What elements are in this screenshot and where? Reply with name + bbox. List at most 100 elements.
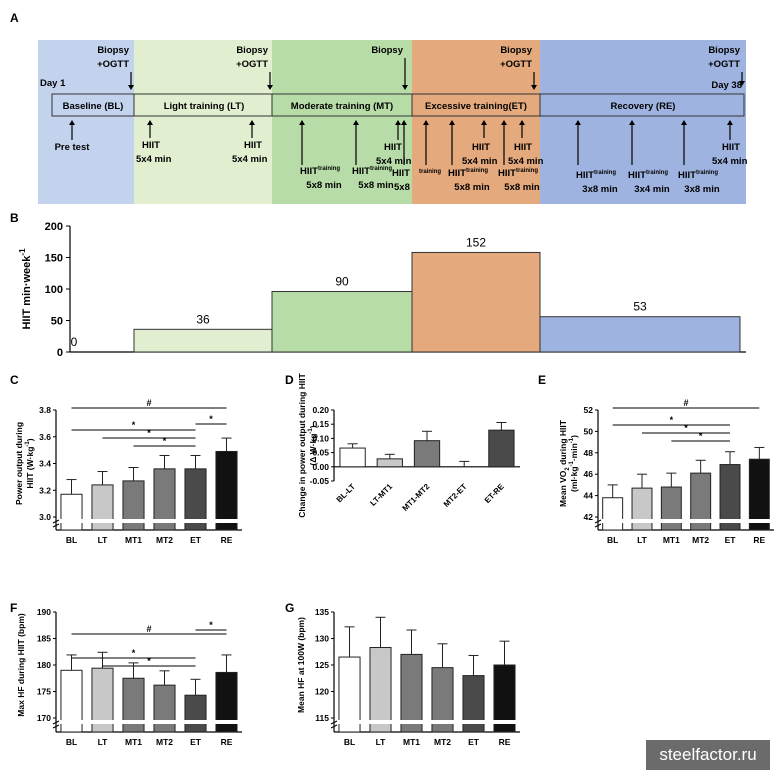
arrow-head — [401, 120, 407, 125]
x-tick-label: BL — [66, 535, 77, 545]
y-axis-label-line: (ml·kg-1·min-1) — [569, 435, 579, 492]
bar-break — [90, 519, 115, 523]
y-tick-label: 125 — [315, 660, 329, 670]
x-tick-label: MT2 — [156, 535, 173, 545]
biopsy-label: Biopsy — [371, 45, 403, 56]
bar-mt2 — [153, 684, 176, 733]
x-tick-label: MT1 — [663, 535, 680, 545]
panel-e: E 42 44 46 48 50 52 Mean VO2 during HIIT(ml·kg-… — [538, 373, 774, 545]
arrow-head — [531, 85, 537, 90]
significance-marker: * — [209, 620, 213, 630]
x-tick-label: RE — [221, 737, 233, 747]
y-tick-label: 44 — [584, 491, 594, 501]
y-tick-label: 100 — [45, 284, 63, 296]
x-tick-label: BL — [66, 737, 77, 747]
arrow-head — [299, 120, 305, 125]
bar-break — [601, 519, 624, 523]
bar-lt — [631, 487, 653, 531]
training-superscript: training — [370, 166, 392, 172]
arrow-head — [501, 120, 507, 125]
panel-letter: C — [10, 373, 19, 387]
biopsy-label: Biopsy — [236, 45, 268, 56]
x-tick-label: ET — [190, 737, 202, 747]
hiit-label: HIIT — [142, 140, 160, 151]
day-start-label: Day 1 — [40, 78, 66, 89]
watermark: steelfactor.ru — [646, 740, 770, 770]
y-tick-label: 175 — [37, 687, 51, 697]
hiit-training-label: HIIT — [498, 168, 516, 179]
axis-break — [52, 519, 60, 524]
arrow-head — [629, 120, 635, 125]
hiit-label: HIIT — [384, 142, 402, 153]
arrow-head — [267, 85, 273, 90]
x-tick-label: LT — [98, 737, 109, 747]
y-tick-label: 3.4 — [39, 459, 51, 469]
significance-marker: # — [683, 398, 688, 408]
x-tick-label: MT2 — [434, 737, 451, 747]
panel-b: B 0 50 100 150 200 HIIT min·week-1 0 36 90 152 53 — [10, 211, 746, 359]
arrow-head — [128, 85, 134, 90]
arrow-head — [519, 120, 525, 125]
axis-break — [594, 523, 602, 528]
x-tick-label: LT-MT1 — [368, 482, 394, 508]
hiit-label: HIIT — [722, 142, 740, 153]
y-axis-label: Power output during HIIT (W·kg-1) — [14, 422, 35, 505]
x-tick-label: RE — [221, 535, 233, 545]
y-tick-label: 135 — [315, 607, 329, 617]
y-tick-label: 115 — [315, 713, 329, 723]
ogtt-label: +OGTT — [500, 59, 532, 70]
duration-label: 5x8 min — [504, 182, 540, 193]
axis-break — [52, 523, 60, 528]
hiit-training-label: HIIT — [678, 170, 696, 181]
bar-break — [152, 720, 177, 724]
timeline-bar — [51, 93, 745, 117]
training-superscript: training — [318, 166, 340, 172]
duration-label: 5x8 min — [306, 180, 342, 191]
x-tick-label: MT2 — [692, 535, 709, 545]
phase-label-mt: Moderate training (MT) — [291, 101, 393, 112]
x-tick-label: MT2-ET — [442, 482, 469, 509]
duration-label: 5x4 min — [462, 156, 498, 167]
x-tick-label: LT — [637, 535, 648, 545]
y-tick-label: 3.2 — [39, 485, 51, 495]
bar-bl — [60, 493, 83, 531]
y-tick-label: 0 — [57, 347, 63, 359]
bar-break — [59, 519, 84, 523]
duration-label: 5x4 min — [508, 156, 544, 167]
y-axis-label-line: Power output during — [14, 422, 24, 505]
y-tick-label: 0.10 — [312, 433, 329, 443]
pre-test-label: Pre test — [55, 142, 91, 153]
panel-letter: F — [10, 601, 17, 615]
x-tick-label: ET — [725, 535, 737, 545]
y-axis-label-line: Max HF during HIIT (bpm) — [16, 613, 26, 717]
bar-break — [183, 519, 208, 523]
ogtt-label: +OGTT — [236, 59, 268, 70]
bar-break — [121, 519, 146, 523]
significance-marker: * — [163, 436, 167, 446]
bar-bl — [602, 497, 624, 531]
training-superscript: training — [516, 168, 538, 174]
bar-lt — [369, 647, 392, 733]
bar-break — [430, 720, 455, 724]
y-tick-label: 150 — [45, 253, 63, 265]
phase-background-re — [540, 40, 746, 204]
x-tick-label: MT1-MT2 — [401, 482, 432, 513]
arrow-head — [402, 85, 408, 90]
bar-re — [215, 450, 238, 531]
bar-break — [631, 519, 653, 523]
bar-lt — [133, 328, 273, 353]
biopsy-label: Biopsy — [97, 45, 129, 56]
y-tick-label: 3.0 — [39, 512, 51, 522]
duration-label: 3x4 min — [634, 184, 670, 195]
y-axis-label-line: HIIT (W·kg-1) — [25, 438, 35, 488]
hiit-training-label: HIIT — [352, 166, 370, 177]
y-tick-label: -0.05 — [310, 476, 330, 486]
phase-label-lt: Light training (LT) — [164, 101, 245, 112]
x-tick-label: MT2 — [156, 737, 173, 747]
day-end-label: Day 38 — [711, 80, 742, 91]
arrow-head — [727, 120, 733, 125]
significance-marker: * — [670, 415, 674, 425]
duration-label: 5x4 min — [232, 154, 268, 165]
